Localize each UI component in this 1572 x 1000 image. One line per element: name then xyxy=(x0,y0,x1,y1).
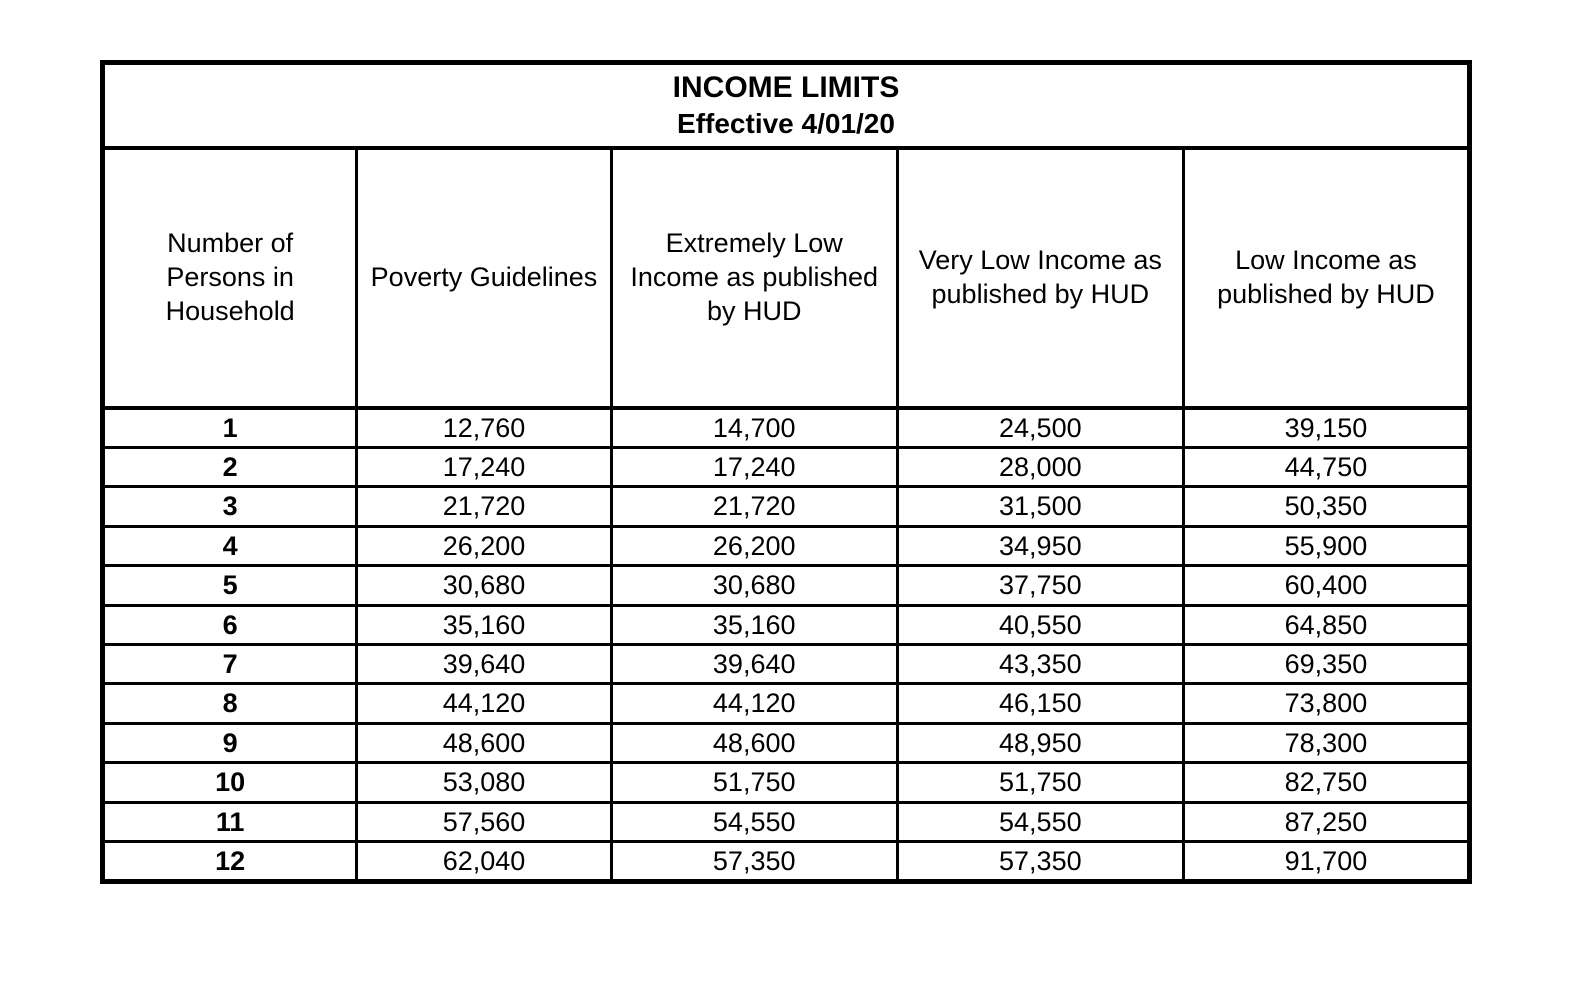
cell-low: 55,900 xyxy=(1183,526,1469,565)
table-row: 9 48,600 48,600 48,950 78,300 xyxy=(103,723,1470,762)
table-body: 1 12,760 14,700 24,500 39,150 2 17,240 1… xyxy=(103,408,1470,882)
cell-household: 12 xyxy=(103,841,357,881)
cell-poverty: 17,240 xyxy=(357,448,611,487)
column-header-extremely-low-income: Extremely Low Income as published by HUD xyxy=(611,148,897,408)
cell-very-low: 51,750 xyxy=(897,763,1183,802)
cell-poverty: 48,600 xyxy=(357,723,611,762)
cell-very-low: 28,000 xyxy=(897,448,1183,487)
cell-poverty: 12,760 xyxy=(357,408,611,448)
column-header-household-size: Number of Persons in Household xyxy=(103,148,357,408)
cell-very-low: 43,350 xyxy=(897,645,1183,684)
cell-extremely-low: 21,720 xyxy=(611,487,897,526)
table-row: 7 39,640 39,640 43,350 69,350 xyxy=(103,645,1470,684)
cell-very-low: 57,350 xyxy=(897,841,1183,881)
column-header-poverty-guidelines: Poverty Guidelines xyxy=(357,148,611,408)
cell-extremely-low: 35,160 xyxy=(611,605,897,644)
cell-very-low: 48,950 xyxy=(897,723,1183,762)
table-row: 10 53,080 51,750 51,750 82,750 xyxy=(103,763,1470,802)
cell-poverty: 44,120 xyxy=(357,684,611,723)
table-title: INCOME LIMITS xyxy=(103,63,1470,108)
cell-low: 82,750 xyxy=(1183,763,1469,802)
cell-low: 64,850 xyxy=(1183,605,1469,644)
cell-poverty: 53,080 xyxy=(357,763,611,802)
cell-extremely-low: 54,550 xyxy=(611,802,897,841)
cell-extremely-low: 30,680 xyxy=(611,566,897,605)
cell-low: 44,750 xyxy=(1183,448,1469,487)
cell-poverty: 62,040 xyxy=(357,841,611,881)
cell-extremely-low: 14,700 xyxy=(611,408,897,448)
cell-poverty: 35,160 xyxy=(357,605,611,644)
table-row: 1 12,760 14,700 24,500 39,150 xyxy=(103,408,1470,448)
cell-very-low: 31,500 xyxy=(897,487,1183,526)
column-header-very-low-income: Very Low Income as published by HUD xyxy=(897,148,1183,408)
cell-poverty: 26,200 xyxy=(357,526,611,565)
cell-poverty: 57,560 xyxy=(357,802,611,841)
cell-very-low: 54,550 xyxy=(897,802,1183,841)
cell-low: 69,350 xyxy=(1183,645,1469,684)
table-row: 6 35,160 35,160 40,550 64,850 xyxy=(103,605,1470,644)
cell-low: 78,300 xyxy=(1183,723,1469,762)
income-limits-table: INCOME LIMITS Effective 4/01/20 Number o… xyxy=(100,60,1472,884)
cell-household: 9 xyxy=(103,723,357,762)
cell-household: 4 xyxy=(103,526,357,565)
column-header-low-income: Low Income as published by HUD xyxy=(1183,148,1469,408)
cell-extremely-low: 17,240 xyxy=(611,448,897,487)
cell-very-low: 34,950 xyxy=(897,526,1183,565)
cell-poverty: 30,680 xyxy=(357,566,611,605)
cell-poverty: 39,640 xyxy=(357,645,611,684)
table-row: 3 21,720 21,720 31,500 50,350 xyxy=(103,487,1470,526)
cell-household: 5 xyxy=(103,566,357,605)
table-row: 12 62,040 57,350 57,350 91,700 xyxy=(103,841,1470,881)
cell-low: 91,700 xyxy=(1183,841,1469,881)
cell-poverty: 21,720 xyxy=(357,487,611,526)
cell-low: 50,350 xyxy=(1183,487,1469,526)
cell-very-low: 37,750 xyxy=(897,566,1183,605)
cell-extremely-low: 48,600 xyxy=(611,723,897,762)
cell-very-low: 40,550 xyxy=(897,605,1183,644)
cell-household: 2 xyxy=(103,448,357,487)
cell-very-low: 46,150 xyxy=(897,684,1183,723)
cell-low: 39,150 xyxy=(1183,408,1469,448)
cell-extremely-low: 51,750 xyxy=(611,763,897,802)
cell-household: 8 xyxy=(103,684,357,723)
cell-household: 6 xyxy=(103,605,357,644)
cell-household: 1 xyxy=(103,408,357,448)
cell-extremely-low: 44,120 xyxy=(611,684,897,723)
cell-household: 3 xyxy=(103,487,357,526)
cell-low: 87,250 xyxy=(1183,802,1469,841)
table-row: 5 30,680 30,680 37,750 60,400 xyxy=(103,566,1470,605)
cell-extremely-low: 39,640 xyxy=(611,645,897,684)
table-subtitle: Effective 4/01/20 xyxy=(103,108,1470,148)
table-row: 4 26,200 26,200 34,950 55,900 xyxy=(103,526,1470,565)
cell-extremely-low: 26,200 xyxy=(611,526,897,565)
cell-very-low: 24,500 xyxy=(897,408,1183,448)
table-row: 8 44,120 44,120 46,150 73,800 xyxy=(103,684,1470,723)
table-row: 11 57,560 54,550 54,550 87,250 xyxy=(103,802,1470,841)
cell-low: 60,400 xyxy=(1183,566,1469,605)
cell-low: 73,800 xyxy=(1183,684,1469,723)
cell-household: 7 xyxy=(103,645,357,684)
cell-household: 11 xyxy=(103,802,357,841)
table-row: 2 17,240 17,240 28,000 44,750 xyxy=(103,448,1470,487)
cell-extremely-low: 57,350 xyxy=(611,841,897,881)
cell-household: 10 xyxy=(103,763,357,802)
